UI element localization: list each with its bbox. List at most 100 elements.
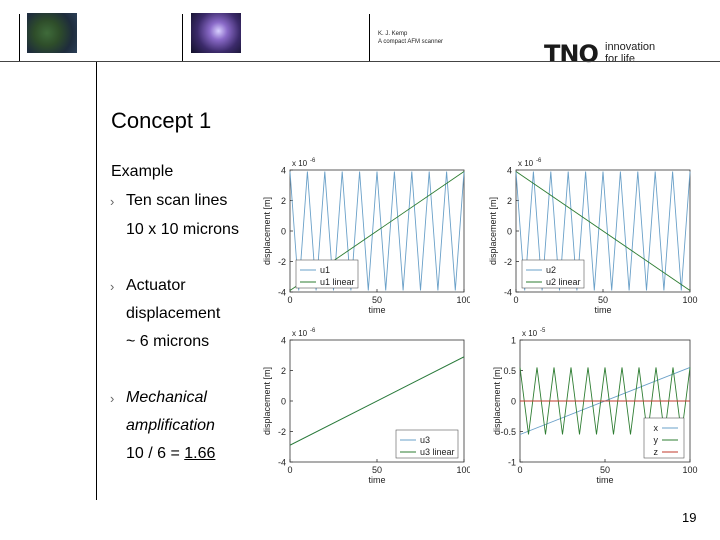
x-axis-label: time bbox=[594, 305, 611, 315]
legend-box bbox=[395, 429, 459, 459]
series-line-u2-linear bbox=[515, 171, 691, 291]
x-tick-label: 0 bbox=[287, 465, 292, 475]
y-tick-label: 4 bbox=[507, 166, 512, 176]
y-tick-label: 4 bbox=[281, 336, 286, 346]
bullet-3-sub-2: 10 / 6 = 1.66 bbox=[126, 445, 215, 463]
formula-expression: 10 / 6 = bbox=[126, 445, 185, 462]
bullet-chevron-icon: › bbox=[110, 194, 115, 209]
y-axis-label: displacement [m] bbox=[492, 367, 502, 435]
y-scale-exponent: -5 bbox=[540, 328, 546, 334]
x-tick-label: 0 bbox=[513, 295, 518, 305]
y-axis-label: displacement [m] bbox=[262, 367, 272, 435]
legend-label: z bbox=[654, 447, 659, 457]
legend-label: u2 bbox=[546, 265, 556, 275]
y-scale-multiplier: x 10 bbox=[292, 329, 308, 338]
satellite-photo-thumbnail bbox=[27, 13, 77, 53]
document-title: A compact AFM scanner bbox=[378, 39, 444, 45]
legend-label: y bbox=[654, 435, 659, 445]
x-tick-label: 50 bbox=[598, 295, 608, 305]
legend-label: u1 bbox=[320, 265, 330, 275]
x-tick-label: 50 bbox=[600, 465, 610, 475]
x-tick-label: 0 bbox=[517, 465, 522, 475]
galaxy-photo-thumbnail bbox=[191, 13, 241, 53]
y-scale-multiplier: x 10 bbox=[292, 159, 308, 168]
legend-label: x bbox=[654, 423, 659, 433]
y-tick-label: 2 bbox=[281, 366, 286, 376]
bullet-2-sub-2: ~ 6 microns bbox=[126, 333, 210, 350]
y-tick-label: 4 bbox=[281, 166, 286, 176]
y-tick-label: 2 bbox=[507, 196, 512, 206]
header-divider-1 bbox=[19, 14, 20, 62]
x-tick-label: 100 bbox=[456, 295, 470, 305]
x-axis-label: time bbox=[368, 305, 385, 315]
page-number: 19 bbox=[682, 510, 697, 525]
y-tick-label: -0.5 bbox=[500, 427, 516, 437]
y-scale-exponent: -6 bbox=[536, 158, 542, 164]
x-tick-label: 0 bbox=[287, 295, 292, 305]
y-scale-exponent: -6 bbox=[310, 158, 316, 164]
slide-title: Concept 1 bbox=[111, 108, 212, 133]
logo-tagline-line1: innovation bbox=[605, 41, 656, 53]
y-scale-multiplier: x 10 bbox=[518, 159, 534, 168]
y-axis-label: displacement [m] bbox=[488, 197, 498, 265]
y-tick-label: 0 bbox=[511, 397, 516, 407]
slide-subheading: Example bbox=[111, 163, 174, 180]
series-line-u2 bbox=[515, 171, 691, 291]
header-rule bbox=[0, 61, 720, 62]
bullet-2: Actuator bbox=[126, 277, 186, 294]
legend-label: u3 bbox=[420, 435, 430, 445]
series-line-u1 bbox=[289, 171, 465, 291]
bullet-chevron-icon: › bbox=[110, 279, 115, 294]
bullet-3-formula: 10 / 6 = 1.66 bbox=[126, 445, 215, 462]
bullet-3: Mechanical bbox=[126, 389, 207, 406]
legend-label: u2 linear bbox=[546, 277, 581, 287]
bullet-chevron-icon: › bbox=[110, 391, 115, 406]
y-tick-label: -2 bbox=[504, 257, 512, 267]
header-divider-3 bbox=[369, 14, 370, 62]
series-line-y bbox=[519, 367, 691, 435]
bullet-2-sub-1: displacement bbox=[126, 305, 221, 322]
y-tick-label: 0 bbox=[281, 227, 286, 237]
y-tick-label: 0 bbox=[281, 397, 286, 407]
bullet-3-sub-1: amplification bbox=[126, 417, 215, 434]
legend-label: u1 linear bbox=[320, 277, 355, 287]
y-scale-exponent: -6 bbox=[310, 328, 316, 334]
y-axis-label: displacement [m] bbox=[262, 197, 272, 265]
series-line-u3-linear bbox=[289, 356, 465, 446]
y-tick-label: 0.5 bbox=[503, 366, 516, 376]
bullet-1: Ten scan lines bbox=[126, 192, 228, 209]
x-tick-label: 50 bbox=[372, 295, 382, 305]
y-tick-label: -1 bbox=[508, 458, 516, 468]
y-tick-label: 2 bbox=[281, 196, 286, 206]
legend-label: u3 linear bbox=[420, 447, 455, 457]
header-author: K. J. Kemp A compact AFM scanner bbox=[378, 30, 443, 46]
x-axis-label: time bbox=[368, 475, 385, 485]
x-tick-label: 100 bbox=[682, 465, 697, 475]
logo-tagline: innovation for life bbox=[605, 41, 655, 65]
legend-box bbox=[295, 259, 359, 289]
left-margin-line bbox=[96, 62, 97, 500]
header-divider-2 bbox=[182, 14, 183, 62]
logo-brand: TNO bbox=[544, 40, 599, 68]
y-tick-label: 0 bbox=[507, 227, 512, 237]
tno-logo: TNO innovation for life bbox=[544, 40, 655, 68]
logo-tagline-line2: for life bbox=[605, 53, 635, 65]
y-tick-label: -4 bbox=[278, 458, 286, 468]
legend-box bbox=[643, 417, 685, 459]
y-scale-multiplier: x 10 bbox=[522, 329, 538, 338]
x-axis-label: time bbox=[596, 475, 613, 485]
x-tick-label: 100 bbox=[682, 295, 697, 305]
legend-box bbox=[521, 259, 585, 289]
x-tick-label: 50 bbox=[372, 465, 382, 475]
y-tick-label: -2 bbox=[278, 257, 286, 267]
author-name: K. J. Kemp bbox=[378, 31, 408, 37]
y-tick-label: -4 bbox=[504, 288, 512, 298]
y-tick-label: -4 bbox=[278, 288, 286, 298]
x-tick-label: 100 bbox=[456, 465, 470, 475]
bullet-1-sub-1: 10 x 10 microns bbox=[126, 221, 239, 238]
formula-result: 1.66 bbox=[184, 445, 216, 462]
y-tick-label: 1 bbox=[511, 336, 516, 346]
